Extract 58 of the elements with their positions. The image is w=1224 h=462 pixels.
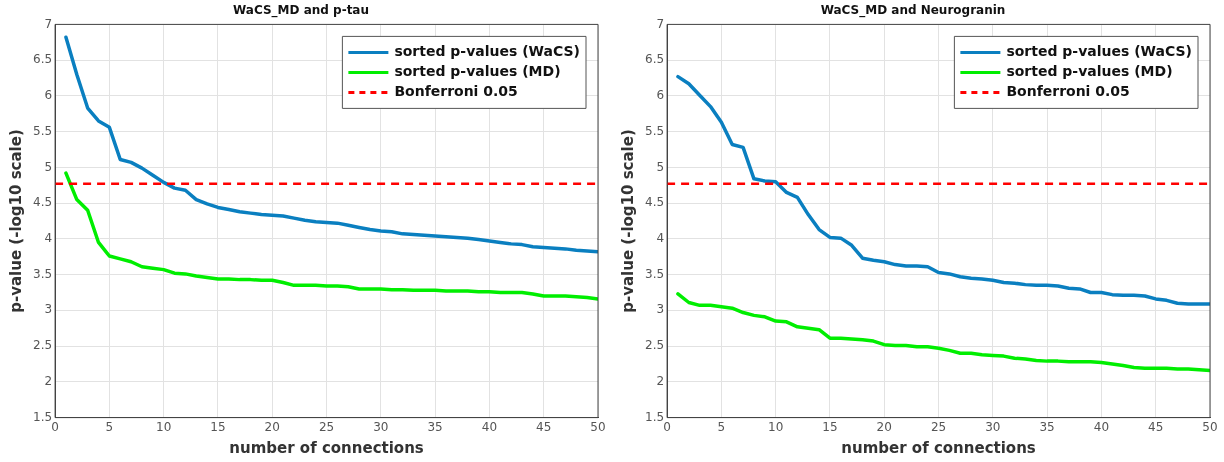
y-tick-label: 4 <box>656 231 665 245</box>
y-tick-label: 1.5 <box>32 409 53 424</box>
y-tick-label: 2.5 <box>644 338 665 353</box>
x-axis-title: number of connections <box>841 438 1036 457</box>
x-tick-label: 20 <box>264 419 280 434</box>
legend-label: sorted p-values (MD) <box>394 63 561 80</box>
legend-label: sorted p-values (WaCS) <box>394 43 581 60</box>
legend-label: sorted p-values (MD) <box>1006 63 1173 80</box>
y-tick-label: 3.5 <box>644 266 665 281</box>
x-tick-label: 0 <box>51 419 59 434</box>
legend-label: Bonferroni 0.05 <box>1006 83 1130 100</box>
y-tick-label: 5 <box>44 159 53 174</box>
y-tick-label: 6.5 <box>32 52 53 67</box>
x-tick-label: 10 <box>156 419 172 434</box>
y-tick-label: 1.5 <box>644 409 665 424</box>
y-tick-label: 4 <box>44 231 53 245</box>
x-tick-label: 30 <box>373 419 389 434</box>
y-axis-title: p-value (-log10 scale) <box>618 129 637 313</box>
x-tick-label: 45 <box>1148 419 1164 434</box>
x-tick-label: 5 <box>717 419 726 434</box>
x-tick-label: 0 <box>663 419 671 434</box>
x-tick-label: 20 <box>876 419 892 434</box>
x-tick-label: 40 <box>481 419 498 434</box>
y-tick-label: 5.5 <box>32 123 53 138</box>
x-tick-label: 10 <box>768 419 784 434</box>
y-axis-title: p-value (-log10 scale) <box>6 129 25 313</box>
y-tick-label: 4.5 <box>644 195 665 210</box>
y-tick-label: 4.5 <box>32 195 53 210</box>
y-tick-label: 5 <box>656 159 665 174</box>
chart-title: WaCS_MD and Neurogranin <box>820 3 1006 19</box>
legend-label: sorted p-values (WaCS) <box>1006 43 1193 60</box>
y-tick-label: 2 <box>44 373 53 388</box>
x-tick-label: 50 <box>590 419 606 434</box>
x-tick-label: 35 <box>427 419 443 434</box>
y-tick-label: 6 <box>44 88 53 103</box>
y-tick-label: 3.5 <box>32 266 53 281</box>
y-tick-label: 6.5 <box>644 52 665 67</box>
legend-label: Bonferroni 0.05 <box>394 83 518 100</box>
x-tick-label: 15 <box>210 419 226 434</box>
y-tick-label: 3 <box>656 302 665 317</box>
x-tick-label: 50 <box>1202 419 1218 434</box>
y-tick-label: 5.5 <box>644 123 665 138</box>
x-tick-label: 25 <box>318 419 335 434</box>
chart-title: WaCS_MD and p-tau <box>232 3 370 19</box>
x-tick-label: 45 <box>536 419 552 434</box>
x-tick-label: 30 <box>985 419 1001 434</box>
x-tick-label: 15 <box>822 419 838 434</box>
y-tick-label: 6 <box>656 88 665 103</box>
x-tick-label: 40 <box>1093 419 1110 434</box>
x-axis-title: number of connections <box>229 438 424 457</box>
y-tick-label: 2 <box>656 373 665 388</box>
x-tick-label: 5 <box>105 419 114 434</box>
x-tick-label: 35 <box>1039 419 1055 434</box>
y-tick-label: 7 <box>44 16 53 31</box>
y-tick-label: 3 <box>44 302 53 317</box>
y-tick-label: 2.5 <box>32 338 53 353</box>
x-tick-label: 25 <box>930 419 947 434</box>
y-tick-label: 7 <box>656 16 665 31</box>
